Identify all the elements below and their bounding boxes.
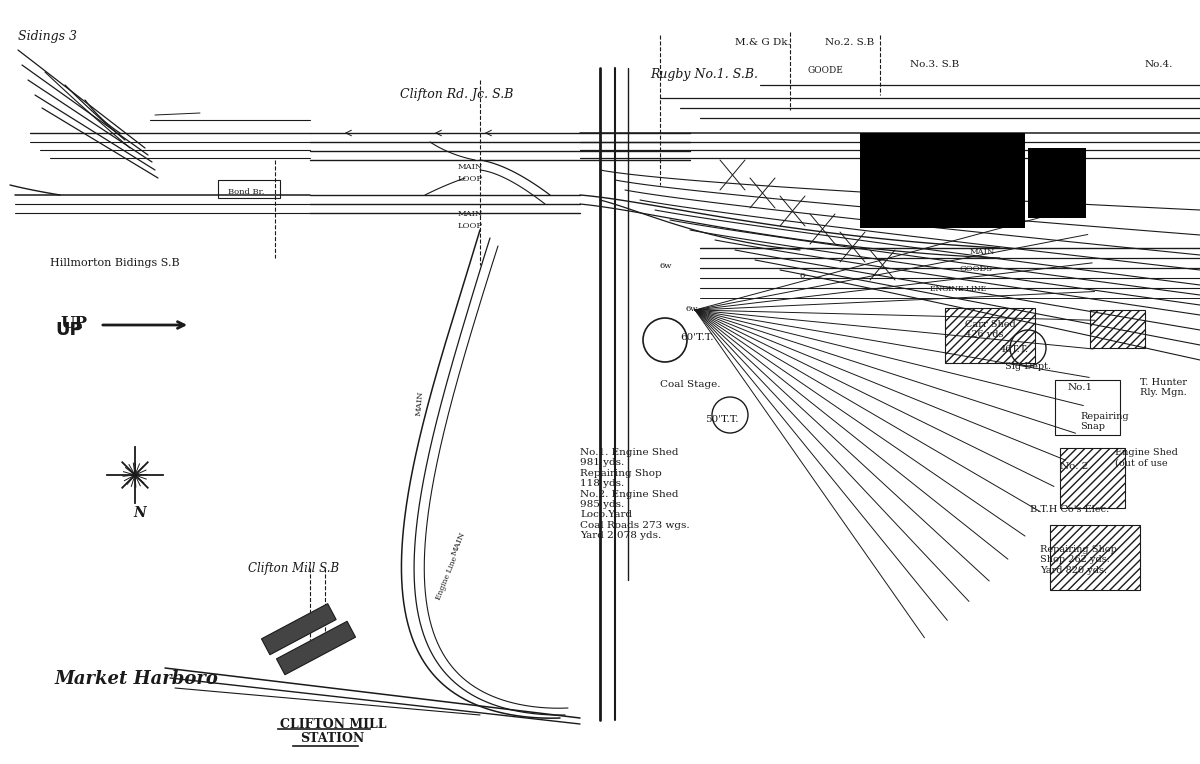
Text: B.T.H Co's Elec.: B.T.H Co's Elec. [1030,505,1109,514]
Text: GOODE: GOODE [808,66,844,75]
Text: MAIN: MAIN [415,390,425,416]
Bar [1050,525,1140,590]
Bar [262,604,336,655]
Bar [1028,148,1086,218]
Text: 46T.T.: 46T.T. [1000,345,1030,354]
Text: LOOP: LOOP [458,175,482,183]
Bar [944,308,1034,363]
Bar [860,133,1025,228]
Bar [1055,380,1120,435]
Bar [218,180,280,198]
Text: No.3. S.B: No.3. S.B [910,60,959,69]
Text: UP: UP [60,315,88,332]
Bar [1090,310,1145,348]
Bar [1060,448,1124,508]
Text: No.1: No.1 [1068,383,1093,392]
Text: MAIN: MAIN [458,210,484,218]
Text: LOOP: LOOP [458,222,482,230]
Text: 6w: 6w [660,262,672,270]
Text: MAIN: MAIN [458,163,484,171]
Text: MAIN: MAIN [450,530,467,556]
Text: N: N [133,506,146,520]
Text: Engine Shed
(out of use: Engine Shed (out of use [1115,448,1178,468]
Text: 6-: 6- [800,272,808,280]
Text: T. Hunter
Rly. Mgn.: T. Hunter Rly. Mgn. [1140,378,1187,397]
Text: CLIFTON MILL: CLIFTON MILL [280,718,386,731]
Text: Clifton Mill S.B: Clifton Mill S.B [248,562,340,575]
Text: Engine Line: Engine Line [434,555,460,601]
Text: M.& G Dk.: M.& G Dk. [734,38,791,47]
Text: Hillmorton Bidings S.B: Hillmorton Bidings S.B [50,258,180,268]
Text: No.2. S.B: No.2. S.B [826,38,875,47]
Text: 60'T.T.: 60'T.T. [680,333,714,342]
Bar [276,621,355,675]
Text: Repairing Shop
Shop 262 yds.
Yard 820 yds.: Repairing Shop Shop 262 yds. Yard 820 yd… [1040,545,1117,575]
Text: Sidings 3: Sidings 3 [18,30,77,43]
Text: No. 2: No. 2 [1060,462,1088,471]
Text: Rugby No.1. S.B.: Rugby No.1. S.B. [650,68,758,81]
Text: Market Harboro: Market Harboro [55,670,218,688]
Text: Carr Shed
426 yds: Carr Shed 426 yds [965,320,1015,339]
Text: STATION: STATION [300,732,365,745]
Text: No.1. Engine Shed
981 yds.
Repairing Shop
118 yds.
No.2. Engine Shed
985 yds.
Lo: No.1. Engine Shed 981 yds. Repairing Sho… [580,448,690,540]
Text: Sig Dept.: Sig Dept. [1004,362,1051,371]
Text: MAIN: MAIN [970,248,995,256]
Text: ENGINE LINE: ENGINE LINE [930,285,986,293]
Text: Repairing
Snap: Repairing Snap [1080,412,1129,432]
Text: Clifton Rd. Jc. S.B: Clifton Rd. Jc. S.B [400,88,514,101]
Text: Bond Br.: Bond Br. [228,188,264,196]
Text: UP: UP [55,321,83,339]
Text: 50'T.T.: 50'T.T. [704,415,738,424]
Text: Coal Stage.: Coal Stage. [660,380,720,389]
Text: 6w: 6w [686,305,698,313]
Text: No.4.: No.4. [1145,60,1174,69]
Text: GOODS: GOODS [960,265,994,273]
